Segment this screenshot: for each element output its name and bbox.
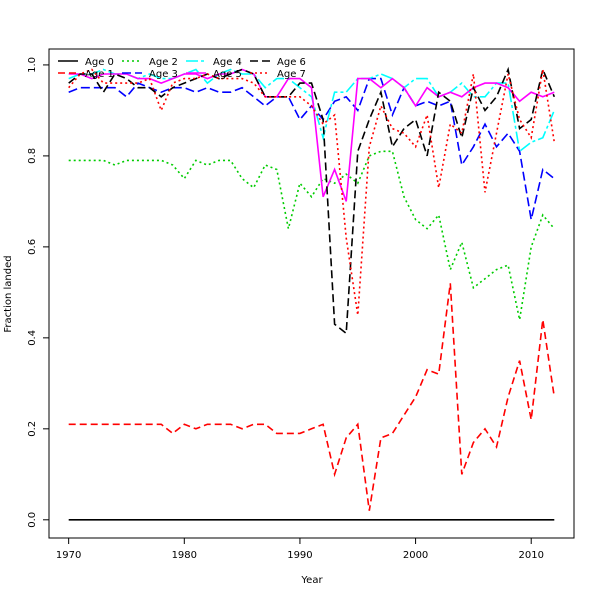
y-tick-label: 0.4 <box>27 330 38 346</box>
x-axis-label: Year <box>300 575 323 586</box>
legend-label: Age 6 <box>277 57 306 68</box>
y-axis-label: Fraction landed <box>3 255 14 332</box>
legend-label: Age 0 <box>85 57 114 68</box>
x-tick-label: 2000 <box>403 550 428 561</box>
legend-label: Age 7 <box>277 69 306 80</box>
legend-label: Age 4 <box>213 57 242 68</box>
x-tick-label: 1980 <box>172 550 197 561</box>
legend-label: Age 3 <box>149 69 178 80</box>
x-tick-label: 1970 <box>56 550 81 561</box>
legend-label: Age 5 <box>213 69 242 80</box>
x-tick-label: 1990 <box>287 550 312 561</box>
y-tick-label: 0.8 <box>27 148 38 164</box>
x-tick-label: 2010 <box>518 550 543 561</box>
y-tick-label: 0.2 <box>27 421 38 437</box>
y-tick-label: 0.0 <box>27 512 38 528</box>
y-tick-label: 0.6 <box>27 239 38 255</box>
legend-label: Age 1 <box>85 69 114 80</box>
legend-label: Age 2 <box>149 57 178 68</box>
y-tick-label: 1.0 <box>27 57 38 73</box>
